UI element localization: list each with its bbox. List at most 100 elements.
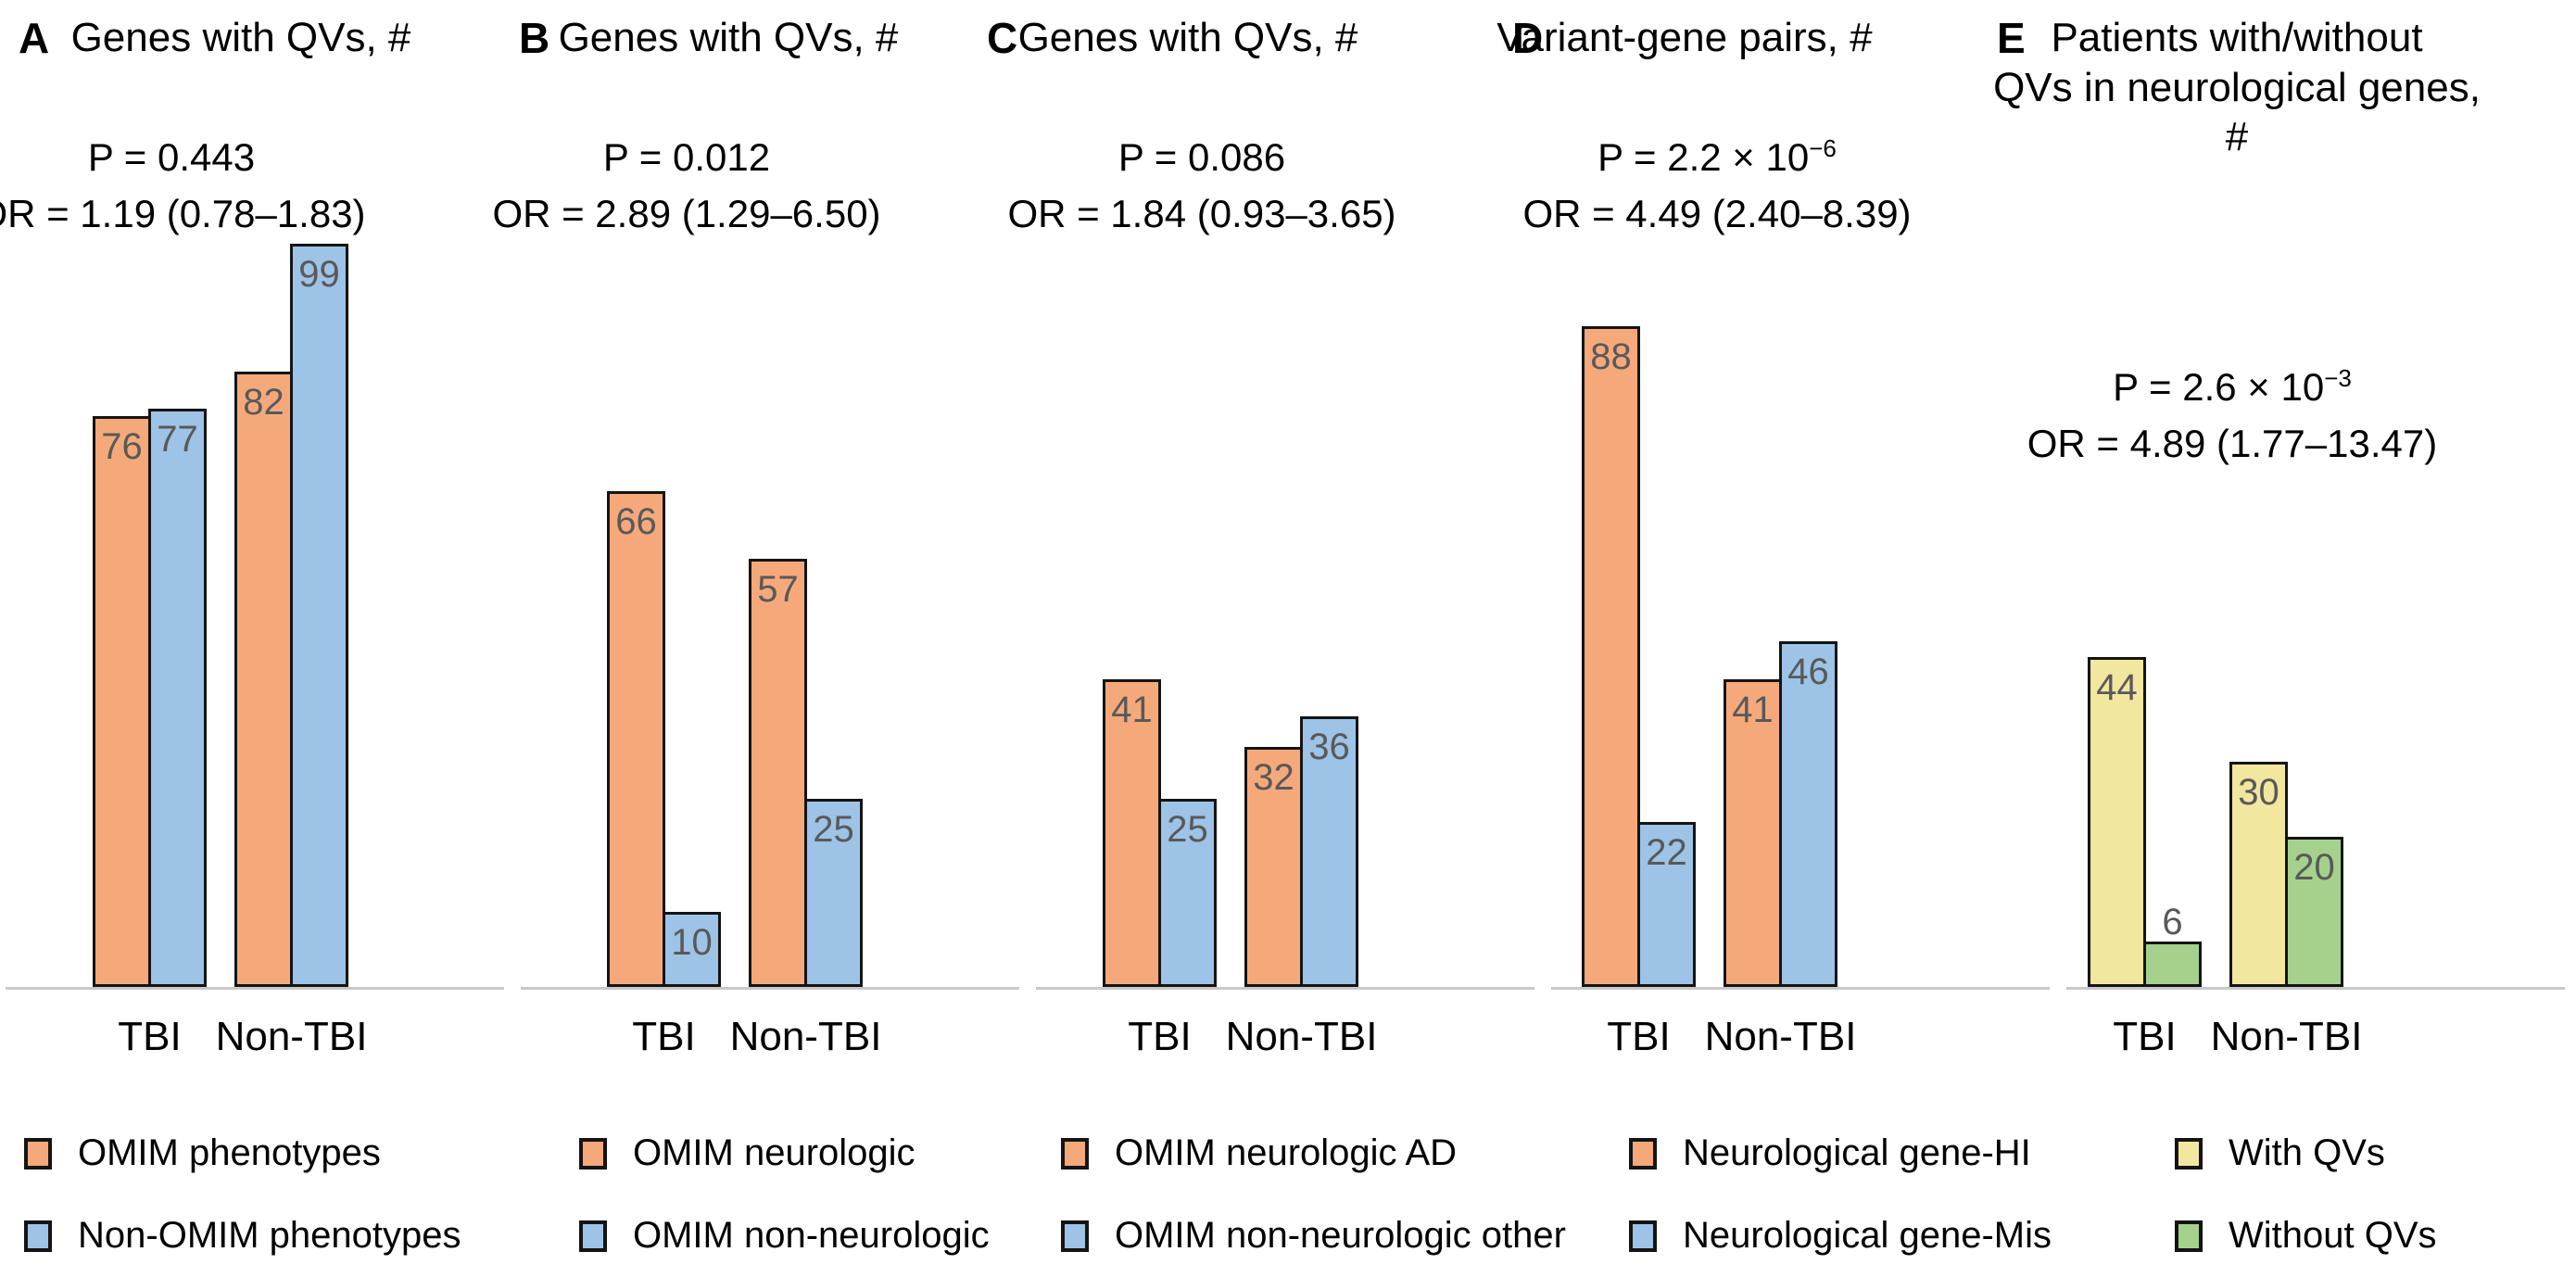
bar-value-label: 25 (813, 809, 854, 850)
bar-B-Non-TBI-OMIM non-neurologic: 25 (804, 799, 863, 987)
panel-letter: B (519, 14, 550, 62)
legend-label: OMIM non-neurologic other (1115, 1215, 1566, 1256)
panel-title: Genes with QVs, # (993, 13, 1383, 63)
category-label-non-tbi: Non-TBI (729, 1014, 882, 1059)
legend-label: Neurological gene-Mis (1683, 1215, 2052, 1256)
bar-C-Non-TBI-OMIM non-neurologic other: 36 (1300, 716, 1358, 987)
panel-c: C Genes with QVs, # P = 0.086 OR = 1.84 … (987, 0, 1566, 1277)
panel-letter: D (1512, 14, 1544, 62)
panel-letter: C (987, 14, 1018, 62)
panel-title-line1: Patients with/without (2051, 15, 2423, 60)
x-axis-line (2066, 987, 2565, 990)
bar-value-label: 6 (2162, 902, 2183, 942)
bar-plot: 88 22 41 46 (1582, 326, 1837, 987)
bar-group-A-TBI: 76 77 (93, 409, 207, 987)
legend: OMIM phenotypes Non-OMIM phenotypes (24, 1132, 461, 1257)
legend-label: Without QVs (2229, 1215, 2437, 1256)
odds-ratio: OR = 1.84 (0.93–3.65) (1007, 191, 1396, 235)
bar-group-B-TBI: 66 10 (607, 491, 721, 987)
bar-D-TBI-Neurological gene-Mis: 22 (1637, 822, 1696, 987)
panel-title: Patients with/without QVs in neurologica… (1977, 13, 2496, 162)
legend-item: Non-OMIM phenotypes (24, 1215, 461, 1257)
bar-value-label: 10 (671, 922, 713, 963)
legend: Neurological gene-HI Neurological gene-M… (1629, 1132, 2052, 1257)
p-value: P = 2.2 × 10−6 (1597, 134, 1837, 179)
panel-stats: P = 0.086 OR = 1.84 (0.93–3.65) (975, 130, 1429, 243)
bar-plot: 66 10 57 25 (607, 491, 863, 987)
category-label-tbi: TBI (632, 1014, 696, 1059)
bar-value-label: 99 (298, 254, 340, 295)
p-value: P = 0.086 (1118, 135, 1286, 179)
legend: OMIM neurologic AD OMIM non-neurologic o… (1061, 1132, 1566, 1257)
bar-C-Non-TBI-OMIM neurologic AD: 32 (1244, 747, 1303, 987)
bar-group-A-Non-TBI: 82 99 (234, 244, 348, 987)
panel-stats: P = 0.012 OR = 2.89 (1.29–6.50) (460, 130, 914, 243)
bar-D-Non-TBI-Neurological gene-Mis: 46 (1779, 641, 1837, 987)
legend-label: With QVs (2229, 1132, 2385, 1173)
bar-value-label: 82 (243, 382, 284, 423)
bar-plot: 76 77 82 99 (93, 244, 348, 987)
panel-e: E Patients with/without QVs in neurologi… (1993, 0, 2576, 1277)
panel-stats: P = 2.2 × 10−6 OR = 4.49 (2.40–8.39) (1490, 130, 1944, 243)
bar-value-label: 44 (2096, 667, 2138, 708)
bar-A-Non-TBI-Non-OMIM phenotypes: 99 (290, 244, 348, 987)
bar-value-label: 88 (1590, 336, 1632, 377)
category-labels: TBI Non-TBI (93, 1014, 367, 1060)
legend: With QVs Without QVs (2175, 1132, 2437, 1257)
legend-label: Non-OMIM phenotypes (78, 1215, 461, 1256)
category-labels: TBI Non-TBI (1582, 1014, 1857, 1060)
legend-swatch-orange (579, 1137, 607, 1170)
category-label-non-tbi: Non-TBI (1704, 1014, 1857, 1059)
legend-label: OMIM phenotypes (78, 1132, 381, 1173)
legend-item: OMIM non-neurologic other (1061, 1215, 1566, 1257)
legend-swatch-orange (1061, 1137, 1089, 1170)
legend-label: Neurological gene-HI (1683, 1132, 2031, 1173)
category-labels: TBI Non-TBI (1103, 1014, 1378, 1060)
bar-value-label: 77 (157, 419, 198, 460)
bar-group-D-TBI: 88 22 (1582, 326, 1696, 987)
legend-swatch-green (2175, 1220, 2203, 1252)
panel-title-line1: Variant-gene pairs, # (1496, 15, 1873, 60)
panel-b: B Genes with QVs, # P = 0.012 OR = 2.89 … (492, 0, 1030, 1277)
bar-D-TBI-Neurological gene-HI: 88 (1582, 326, 1640, 987)
category-label-non-tbi: Non-TBI (1225, 1014, 1378, 1059)
bar-value-label: 20 (2293, 847, 2335, 888)
legend-item: Neurological gene-HI (1629, 1132, 2052, 1174)
bar-A-TBI-Non-OMIM phenotypes: 77 (148, 409, 207, 987)
x-axis-line (1036, 987, 1534, 990)
legend-item: OMIM non-neurologic (579, 1215, 990, 1257)
bar-value-label: 22 (1646, 832, 1687, 873)
panel-title-line1: Genes with QVs, # (70, 15, 411, 60)
bar-group-E-TBI: 44 6 (2088, 657, 2202, 987)
bar-E-TBI-Without QVs: 6 (2143, 902, 2202, 987)
category-label-tbi: TBI (1128, 1014, 1192, 1059)
bar-B-TBI-OMIM neurologic: 66 (607, 491, 665, 987)
legend-item: Without QVs (2175, 1215, 2437, 1257)
bar-value-label: 32 (1253, 757, 1294, 798)
category-labels: TBI Non-TBI (607, 1014, 882, 1060)
bar-A-TBI-OMIM phenotypes: 76 (93, 416, 151, 987)
category-label-tbi: TBI (118, 1014, 182, 1059)
bar-E-TBI-With QVs: 44 (2088, 657, 2146, 987)
bar-value-label: 25 (1167, 809, 1208, 850)
p-value: P = 0.012 (602, 135, 771, 179)
bar-value-label: 57 (757, 569, 799, 610)
panel-title: Genes with QVs, # (524, 13, 932, 63)
panel-title-line2: QVs in neurological genes, # (1993, 64, 2481, 160)
category-label-tbi: TBI (2113, 1014, 2177, 1059)
legend-swatch-orange (24, 1137, 52, 1170)
bar-value-label: 76 (101, 426, 143, 467)
panel-letter: A (19, 14, 50, 62)
odds-ratio: OR = 4.49 (2.40–8.39) (1522, 191, 1912, 235)
bar-C-TBI-OMIM non-neurologic other: 25 (1158, 799, 1217, 987)
legend-swatch-blue (1061, 1220, 1089, 1252)
bar-value-label: 66 (615, 501, 657, 542)
bar-value-label: 30 (2238, 772, 2279, 813)
legend-swatch-blue (24, 1220, 52, 1252)
x-axis-line (6, 987, 504, 990)
legend-label: OMIM non-neurologic (633, 1215, 990, 1256)
panel-stats: P = 0.443 OR = 1.19 (0.78–1.83) (0, 130, 398, 243)
p-value: P = 2.6 × 10−3 (2113, 364, 2352, 409)
bar-value-label: 46 (1787, 651, 1829, 692)
odds-ratio: OR = 2.89 (1.29–6.50) (492, 191, 881, 235)
